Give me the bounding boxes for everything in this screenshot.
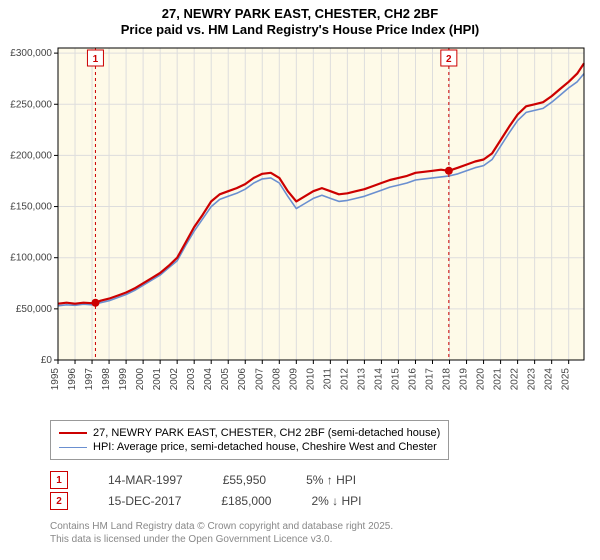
svg-text:2: 2 bbox=[446, 54, 452, 65]
svg-text:2006: 2006 bbox=[237, 368, 248, 391]
svg-text:2016: 2016 bbox=[407, 368, 418, 391]
footer: Contains HM Land Registry data © Crown c… bbox=[50, 520, 580, 546]
svg-text:2004: 2004 bbox=[203, 368, 214, 391]
svg-text:2013: 2013 bbox=[356, 368, 367, 391]
svg-text:2008: 2008 bbox=[271, 368, 282, 391]
chart-title-line2: Price paid vs. HM Land Registry's House … bbox=[0, 22, 600, 37]
legend-label: 27, NEWRY PARK EAST, CHESTER, CH2 2BF (s… bbox=[93, 427, 440, 439]
svg-text:1: 1 bbox=[93, 54, 99, 65]
sale-delta: 2% ↓ HPI bbox=[311, 494, 361, 508]
svg-text:£150,000: £150,000 bbox=[10, 202, 52, 213]
svg-text:2025: 2025 bbox=[561, 368, 572, 391]
svg-text:£250,000: £250,000 bbox=[10, 99, 52, 110]
svg-text:2018: 2018 bbox=[442, 368, 453, 391]
svg-text:2017: 2017 bbox=[424, 368, 435, 391]
table-row: 2 15-DEC-2017 £185,000 2% ↓ HPI bbox=[50, 492, 361, 510]
svg-text:2003: 2003 bbox=[186, 368, 197, 391]
footer-line2: This data is licensed under the Open Gov… bbox=[50, 533, 580, 546]
legend-entry: HPI: Average price, semi-detached house,… bbox=[59, 441, 440, 453]
svg-text:2002: 2002 bbox=[169, 368, 180, 391]
chart-title-line1: 27, NEWRY PARK EAST, CHESTER, CH2 2BF bbox=[0, 6, 600, 21]
sale-date: 15-DEC-2017 bbox=[108, 494, 181, 508]
svg-text:2009: 2009 bbox=[288, 368, 299, 391]
legend-swatch bbox=[59, 447, 87, 448]
svg-text:2005: 2005 bbox=[220, 368, 231, 391]
svg-text:£200,000: £200,000 bbox=[10, 150, 52, 161]
svg-text:2007: 2007 bbox=[254, 368, 265, 391]
svg-text:2019: 2019 bbox=[459, 368, 470, 391]
sales-table: 1 14-MAR-1997 £55,950 5% ↑ HPI 2 15-DEC-… bbox=[50, 468, 361, 513]
marker-badge: 2 bbox=[50, 492, 68, 510]
svg-text:2015: 2015 bbox=[390, 368, 401, 391]
svg-text:2011: 2011 bbox=[322, 368, 333, 390]
svg-text:1998: 1998 bbox=[101, 368, 112, 391]
sale-price: £185,000 bbox=[221, 494, 271, 508]
svg-text:2020: 2020 bbox=[476, 368, 487, 391]
svg-text:2014: 2014 bbox=[373, 368, 384, 391]
svg-text:2010: 2010 bbox=[305, 368, 316, 391]
marker-badge: 1 bbox=[50, 471, 68, 489]
svg-text:1999: 1999 bbox=[118, 368, 129, 391]
legend-swatch bbox=[59, 432, 87, 434]
price-chart: £0 £50,000 £100,000 £150,000 £200,000 £250,00… bbox=[10, 42, 590, 412]
svg-text:1995: 1995 bbox=[50, 368, 61, 391]
svg-text:£50,000: £50,000 bbox=[16, 304, 53, 315]
svg-text:2001: 2001 bbox=[152, 368, 163, 391]
svg-text:£0: £0 bbox=[41, 355, 53, 366]
sale-price: £55,950 bbox=[223, 473, 266, 487]
legend: 27, NEWRY PARK EAST, CHESTER, CH2 2BF (s… bbox=[50, 420, 449, 460]
svg-text:2021: 2021 bbox=[493, 368, 504, 391]
legend-label: HPI: Average price, semi-detached house,… bbox=[93, 441, 437, 453]
sale-delta: 5% ↑ HPI bbox=[306, 473, 356, 487]
svg-text:£100,000: £100,000 bbox=[10, 253, 52, 264]
svg-text:2022: 2022 bbox=[510, 368, 521, 391]
svg-text:2000: 2000 bbox=[135, 368, 146, 391]
table-row: 1 14-MAR-1997 £55,950 5% ↑ HPI bbox=[50, 471, 361, 489]
svg-text:2023: 2023 bbox=[527, 368, 538, 391]
svg-text:1996: 1996 bbox=[67, 368, 78, 391]
svg-text:1997: 1997 bbox=[84, 368, 95, 391]
sale-date: 14-MAR-1997 bbox=[108, 473, 183, 487]
legend-entry: 27, NEWRY PARK EAST, CHESTER, CH2 2BF (s… bbox=[59, 427, 440, 439]
footer-line1: Contains HM Land Registry data © Crown c… bbox=[50, 520, 580, 533]
svg-text:£300,000: £300,000 bbox=[10, 48, 52, 59]
svg-text:2012: 2012 bbox=[339, 368, 350, 391]
svg-text:2024: 2024 bbox=[544, 368, 555, 391]
